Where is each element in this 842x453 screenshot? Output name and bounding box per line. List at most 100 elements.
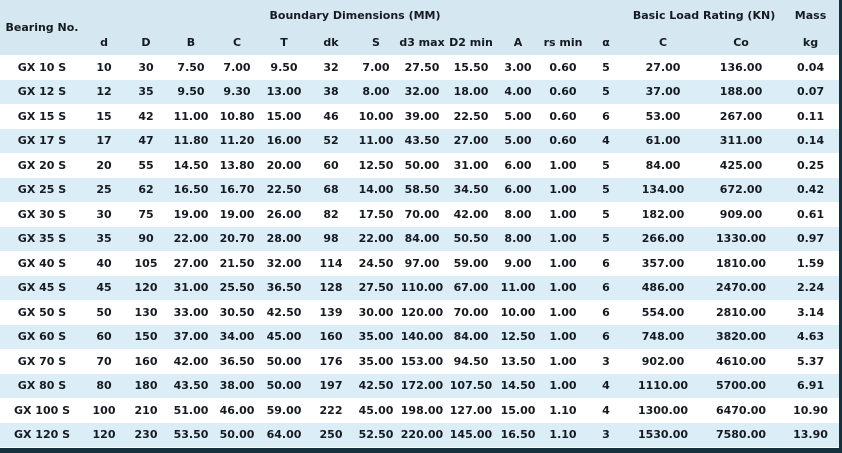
table-body: GX 10 S 10 30 7.50 7.00 9.50 32 7.00 27.50 15.50 3… xyxy=(0,55,839,447)
value-cell: 45.00 xyxy=(260,324,308,349)
header-group-row: Bearing No. Boundary Dimensions (MM) Bas… xyxy=(0,0,839,55)
value-cell: 5.37 xyxy=(782,349,839,374)
value-cell: 3.14 xyxy=(782,300,839,325)
column-header-kg: kg xyxy=(782,30,839,55)
value-cell: 1110.00 xyxy=(626,373,701,398)
value-cell: 64.00 xyxy=(260,422,308,447)
value-cell: 0.42 xyxy=(782,177,839,202)
bearing-no-cell: GX 100 S xyxy=(0,398,84,423)
value-cell: 38.00 xyxy=(214,373,260,398)
value-cell: 153.00 xyxy=(398,349,446,374)
value-cell: 50.50 xyxy=(446,226,496,251)
value-cell: 150 xyxy=(124,324,168,349)
value-cell: 107.50 xyxy=(446,373,496,398)
value-cell: 160 xyxy=(124,349,168,374)
value-cell: 43.50 xyxy=(168,373,214,398)
table-row: GX 10 S 10 30 7.50 7.00 9.50 32 7.00 27.50 15.50 3… xyxy=(0,55,839,80)
table-row: GX 60 S 60 150 37.00 34.00 45.00 160 35.00 140.0… xyxy=(0,324,839,349)
value-cell: 10.00 xyxy=(354,104,398,129)
value-cell: 94.50 xyxy=(446,349,496,374)
value-cell: 1530.00 xyxy=(626,422,701,447)
column-header-b: B xyxy=(168,30,214,55)
value-cell: 267.00 xyxy=(700,104,783,129)
value-cell: 47 xyxy=(124,128,168,153)
column-header-d: d xyxy=(84,30,124,55)
value-cell: 0.60 xyxy=(540,128,586,153)
value-cell: 0.61 xyxy=(782,202,839,227)
value-cell: 7580.00 xyxy=(700,422,783,447)
value-cell: 18.00 xyxy=(446,79,496,104)
value-cell: 61.00 xyxy=(626,128,701,153)
value-cell: 2810.00 xyxy=(700,300,783,325)
value-cell: 9.50 xyxy=(260,55,308,80)
value-cell: 0.11 xyxy=(782,104,839,129)
value-cell: 13.50 xyxy=(496,349,540,374)
value-cell: 46 xyxy=(308,104,354,129)
bearing-no-cell: GX 50 S xyxy=(0,300,84,325)
value-cell: 5 xyxy=(586,153,627,178)
value-cell: 120 xyxy=(84,422,124,447)
bearing-no-cell: GX 20 S xyxy=(0,153,84,178)
value-cell: 3 xyxy=(586,422,627,447)
value-cell: 3 xyxy=(586,349,627,374)
value-cell: 9.30 xyxy=(214,79,260,104)
value-cell: 4610.00 xyxy=(700,349,783,374)
value-cell: 120 xyxy=(124,275,168,300)
value-cell: 0.04 xyxy=(782,55,839,80)
value-cell: 16.50 xyxy=(496,422,540,447)
column-header-d: D xyxy=(124,30,168,55)
value-cell: 84.00 xyxy=(626,153,701,178)
value-cell: 4 xyxy=(586,373,627,398)
column-header-dk: dk xyxy=(308,30,354,55)
value-cell: 1810.00 xyxy=(700,251,783,276)
table-row: GX 20 S 20 55 14.50 13.80 20.00 60 12.50 50.00 31… xyxy=(0,153,839,178)
value-cell: 12 xyxy=(84,79,124,104)
value-cell: 6 xyxy=(586,300,627,325)
value-cell: 21.50 xyxy=(214,251,260,276)
value-cell: 50.00 xyxy=(260,373,308,398)
value-cell: 134.00 xyxy=(626,177,701,202)
value-cell: 39.00 xyxy=(398,104,446,129)
value-cell: 43.50 xyxy=(398,128,446,153)
bearing-no-cell: GX 80 S xyxy=(0,373,84,398)
value-cell: 12.50 xyxy=(354,153,398,178)
value-cell: 31.00 xyxy=(446,153,496,178)
value-cell: 210 xyxy=(124,398,168,423)
value-cell: 100 xyxy=(84,398,124,423)
table-row: GX 15 S 15 42 11.00 10.80 15.00 46 10.00 39.00 22… xyxy=(0,104,839,129)
value-cell: 35.00 xyxy=(354,324,398,349)
value-cell: 80 xyxy=(84,373,124,398)
value-cell: 34.50 xyxy=(446,177,496,202)
value-cell: 10.90 xyxy=(782,398,839,423)
bearing-no-cell: GX 40 S xyxy=(0,251,84,276)
value-cell: 27.00 xyxy=(626,55,701,80)
value-cell: 51.00 xyxy=(168,398,214,423)
value-cell: 188.00 xyxy=(700,79,783,104)
value-cell: 11.00 xyxy=(496,275,540,300)
value-cell: 1.00 xyxy=(540,300,586,325)
table-row: GX 40 S 40 105 27.00 21.50 32.00 114 24.50 97.00… xyxy=(0,251,839,276)
value-cell: 4 xyxy=(586,128,627,153)
table-bottom-border xyxy=(0,448,839,453)
table-row: GX 17 S 17 47 11.80 11.20 16.00 52 11.00 43.50 27… xyxy=(0,128,839,153)
value-cell: 220.00 xyxy=(398,422,446,447)
value-cell: 909.00 xyxy=(700,202,783,227)
value-cell: 17.50 xyxy=(354,202,398,227)
value-cell: 11.80 xyxy=(168,128,214,153)
value-cell: 10 xyxy=(84,55,124,80)
value-cell: 26.00 xyxy=(260,202,308,227)
bearing-no-cell: GX 45 S xyxy=(0,275,84,300)
value-cell: 62 xyxy=(124,177,168,202)
value-cell: 1.00 xyxy=(540,349,586,374)
value-cell: 127.00 xyxy=(446,398,496,423)
column-header-t: T xyxy=(260,30,308,55)
value-cell: 82 xyxy=(308,202,354,227)
column-header-s: S xyxy=(354,30,398,55)
value-cell: 4.00 xyxy=(496,79,540,104)
table-row: GX 50 S 50 130 33.00 30.50 42.50 139 30.00 120.0… xyxy=(0,300,839,325)
value-cell: 10.00 xyxy=(496,300,540,325)
column-header-co: Co xyxy=(700,30,783,55)
value-cell: 176 xyxy=(308,349,354,374)
